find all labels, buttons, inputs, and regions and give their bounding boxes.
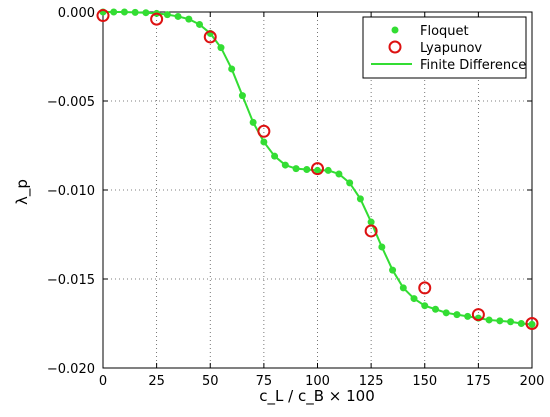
floquet-point — [485, 316, 493, 324]
legend: Floquet Lyapunov Finite Difference — [362, 16, 527, 79]
floquet-point — [464, 312, 472, 320]
x-axis-label: c_L / c_B × 100 — [259, 387, 374, 406]
floquet-point — [442, 309, 450, 317]
x-tick-label: 0 — [99, 374, 107, 389]
x-tick-label: 200 — [520, 374, 545, 389]
legend-lyapunov-label: Lyapunov — [420, 41, 482, 56]
floquet-point — [421, 302, 429, 310]
data-series — [96, 8, 539, 330]
floquet-point — [142, 9, 150, 17]
x-tick-label: 175 — [466, 374, 491, 389]
floquet-point — [260, 138, 268, 146]
lyapunov-point — [257, 124, 271, 138]
lyapunov-point — [525, 317, 539, 330]
floquet-point — [517, 320, 525, 327]
x-tick-label: 25 — [148, 374, 165, 389]
x-tick-label: 75 — [256, 374, 273, 389]
floquet-point — [335, 170, 343, 178]
x-tick-label: 150 — [412, 374, 437, 389]
legend-floquet-label: Floquet — [420, 24, 469, 39]
floquet-point — [238, 92, 246, 100]
floquet-point — [131, 8, 139, 16]
y-tick-label: −0.005 — [47, 95, 95, 110]
floquet-point — [496, 317, 504, 325]
x-tick-label: 100 — [305, 374, 330, 389]
floquet-point — [389, 266, 397, 274]
lyapunov-point — [203, 30, 217, 44]
floquet-point — [324, 166, 332, 174]
floquet-point — [346, 179, 354, 187]
y-tick-label: −0.015 — [47, 273, 95, 288]
floquet-point — [120, 8, 128, 16]
floquet-point — [378, 243, 386, 251]
floquet-point — [174, 12, 182, 20]
floquet-point — [356, 195, 364, 203]
floquet-point — [228, 65, 236, 73]
floquet-point — [196, 20, 204, 28]
floquet-point — [292, 165, 300, 173]
lyapunov-point — [96, 9, 110, 23]
floquet-point — [399, 284, 407, 292]
floquet-point — [453, 311, 461, 319]
floquet-point — [507, 318, 515, 326]
floquet-point — [410, 295, 418, 303]
x-tick-label: 125 — [359, 374, 384, 389]
y-tick-label: −0.020 — [47, 362, 95, 377]
y-tick-label: 0.000 — [58, 6, 95, 21]
floquet-point — [281, 161, 289, 169]
floquet-point — [314, 166, 321, 174]
floquet-point — [163, 11, 171, 19]
floquet-point — [367, 218, 375, 226]
lyapunov-point — [418, 281, 432, 295]
legend-lyapunov-marker — [388, 40, 402, 54]
lyapunov-point — [150, 12, 164, 26]
floquet-point — [110, 8, 118, 16]
floquet-point — [528, 320, 536, 328]
x-tick-label: 50 — [202, 374, 219, 389]
axis-ticks: 0 25 50 75 100 125 150 175 200 0.000 −0.005 −0.010 −… — [47, 6, 545, 389]
lyapunov-point — [471, 308, 485, 322]
y-tick-label: −0.010 — [47, 184, 95, 199]
floquet-point — [271, 152, 279, 160]
legend-floquet-marker — [391, 26, 399, 34]
lyapunov-point — [364, 224, 378, 238]
floquet-point — [303, 166, 311, 174]
lyapunov-point — [311, 162, 324, 176]
legend-finite-difference-label: Finite Difference — [420, 58, 526, 73]
floquet-point — [185, 15, 193, 23]
y-axis-label: λ_p — [13, 179, 32, 205]
floquet-point — [217, 44, 225, 52]
floquet-point — [431, 305, 439, 313]
floquet-point — [249, 118, 257, 126]
